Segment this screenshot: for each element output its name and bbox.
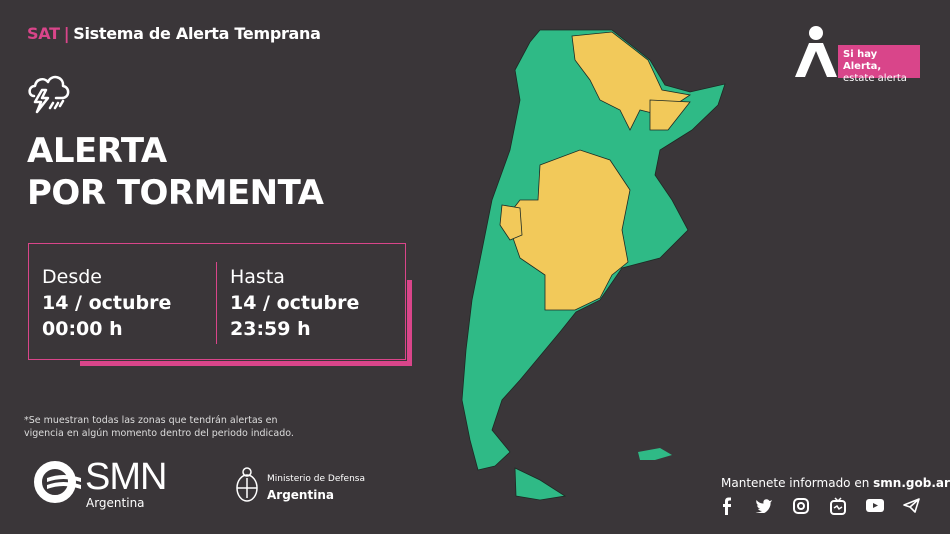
ministry-logo: Ministerio de Defensa Argentina [233,464,365,510]
footnote-line-1: *Se muestran todas las zonas que tendrán… [24,415,278,426]
header: SAT | Sistema de Alerta Temprana [27,24,321,44]
period-to: Hasta 14 / octubre 23:59 h [230,264,359,342]
slogan-line-1: Si hay Alerta, [843,49,882,72]
map-yellow-alert-northeast [649,99,691,131]
smn-name: SMN [85,456,167,498]
social-links [716,495,922,516]
storm-cloud-icon [28,75,70,114]
title-line-1: ALERTA [27,131,167,171]
slogan-line-2: estate alerta [843,73,907,84]
to-date: 14 / octubre [230,292,360,314]
telegram-icon[interactable] [901,495,922,516]
facebook-icon[interactable] [716,495,737,516]
header-title: Sistema de Alerta Temprana [73,24,321,43]
to-label: Hasta [230,266,285,288]
footer-info: Mantenete informado en smn.gob.ar [721,476,950,490]
from-label: Desde [42,266,102,288]
map-no-alert-tierra-del-fuego [514,467,567,501]
from-date: 14 / octubre [42,292,172,314]
separator: | [63,24,70,43]
alert-a-logo-icon [795,26,837,77]
info-text: Mantenete informado en [721,476,874,490]
ministry-name: Ministerio de Defensa [267,474,365,484]
twitter-icon[interactable] [753,495,774,516]
youtube-icon[interactable] [864,495,885,516]
footnote: *Se muestran todas las zonas que tendrán… [24,414,294,440]
period-divider [216,262,217,344]
smn-country: Argentina [86,496,145,510]
to-time: 23:59 h [230,318,311,340]
alert-title: ALERTA POR TORMENTA [27,130,324,214]
map-no-alert-malvinas [638,448,672,460]
period-from: Desde 14 / octubre 00:00 h [42,264,171,342]
alert-slogan-badge: Si hay Alerta, estate alerta [838,45,920,84]
website-link[interactable]: smn.gob.ar [873,476,950,490]
map-yellow-alert-west [499,204,523,241]
period-box: Desde 14 / octubre 00:00 h Hasta 14 / oc… [28,243,406,360]
coat-of-arms-icon [236,467,258,502]
instagram-icon[interactable] [790,495,811,516]
igtv-icon[interactable] [827,495,848,516]
period-box-accent [80,280,412,366]
smn-emblem-icon [34,461,81,503]
ministry-country: Argentina [267,488,334,502]
smn-logo: SMN Argentina [33,458,167,510]
sat-label: SAT [27,24,60,43]
title-line-2: POR TORMENTA [27,173,324,213]
from-time: 00:00 h [42,318,123,340]
footnote-line-2: vigencia en algún momento dentro del per… [24,428,294,439]
